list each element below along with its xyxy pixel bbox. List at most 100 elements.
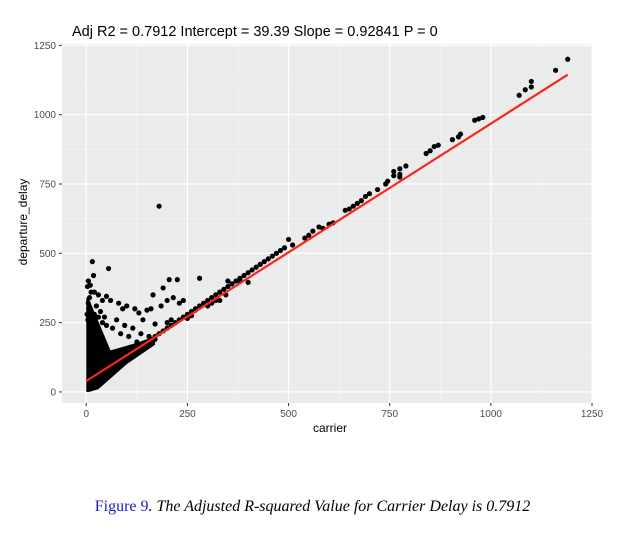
scatter-point bbox=[350, 203, 356, 209]
scatter-point bbox=[120, 306, 126, 312]
x-axis-title: carrier bbox=[313, 421, 347, 435]
scatter-point bbox=[427, 148, 433, 154]
scatter-point bbox=[164, 320, 170, 326]
scatter-point bbox=[95, 314, 102, 320]
scatter-point bbox=[552, 67, 559, 73]
scatter-point bbox=[257, 261, 263, 267]
caption-label: Figure 9 bbox=[94, 498, 149, 515]
scatter-point bbox=[225, 283, 231, 290]
y-tick-label: 1250 bbox=[34, 41, 57, 52]
scatter-point bbox=[302, 235, 308, 241]
scatter-point bbox=[166, 277, 172, 283]
figure-caption: Figure 9. The Adjusted R-squared Value f… bbox=[0, 498, 625, 516]
scatter-point bbox=[241, 272, 247, 279]
scatter-point bbox=[89, 259, 95, 265]
scatter-point bbox=[95, 292, 102, 298]
y-tick-label: 750 bbox=[39, 179, 56, 190]
scatter-point bbox=[217, 289, 223, 295]
scatter-point bbox=[391, 168, 397, 175]
scatter-point bbox=[455, 134, 462, 140]
scatter-point bbox=[346, 206, 352, 212]
scatter-point bbox=[472, 117, 478, 123]
scatter-point bbox=[105, 265, 112, 272]
scatter-point bbox=[358, 198, 364, 204]
scatter-point bbox=[213, 292, 219, 298]
scatter-point bbox=[245, 270, 251, 276]
scatter-point bbox=[158, 303, 164, 309]
scatter-point bbox=[221, 286, 227, 292]
scatter-point bbox=[160, 285, 166, 291]
dense-cluster bbox=[86, 297, 156, 392]
scatter-point bbox=[126, 333, 132, 340]
scatter-point bbox=[136, 310, 142, 316]
scatter-point bbox=[148, 306, 154, 312]
scatter-point bbox=[99, 320, 106, 326]
scatter-point bbox=[397, 166, 403, 172]
scatter-point bbox=[366, 191, 373, 197]
y-tick-label: 500 bbox=[39, 249, 56, 260]
scatter-point bbox=[249, 267, 255, 273]
scatter-point bbox=[152, 321, 158, 327]
scatter-point bbox=[196, 275, 203, 281]
scatter-point bbox=[168, 317, 174, 323]
scatter-point bbox=[138, 331, 144, 337]
scatter-point bbox=[285, 236, 292, 243]
scatter-point bbox=[265, 256, 271, 262]
scatter-point bbox=[130, 325, 136, 331]
scatter-point bbox=[132, 306, 138, 312]
scatter-point bbox=[176, 300, 182, 306]
scatter-point bbox=[229, 281, 235, 287]
scatter-point bbox=[528, 84, 534, 90]
grid-minor bbox=[62, 44, 592, 403]
scatter-point bbox=[269, 253, 275, 259]
y-tick-label: 250 bbox=[39, 318, 56, 329]
x-tick-label: 500 bbox=[280, 409, 297, 420]
scatter-point bbox=[225, 278, 231, 284]
scatter-point bbox=[316, 224, 322, 230]
scatter-point bbox=[261, 259, 267, 265]
regression-line bbox=[85, 73, 569, 382]
chart-title: Adj R2 = 0.7912 Intercept = 39.39 Slope … bbox=[72, 24, 438, 40]
scatter-point bbox=[528, 78, 534, 85]
scatter-point bbox=[383, 181, 389, 187]
y-tick-label: 1000 bbox=[34, 110, 57, 121]
scatter-point bbox=[103, 293, 110, 299]
scatter-point bbox=[431, 143, 437, 150]
y-axis-title: departure_delay bbox=[16, 179, 30, 266]
scatter-point bbox=[170, 295, 176, 301]
dense-cluster-area bbox=[86, 297, 156, 392]
scatter-point bbox=[209, 295, 215, 301]
scatter-point bbox=[516, 92, 522, 98]
scatter-point bbox=[144, 307, 150, 313]
scatter-point bbox=[107, 297, 114, 304]
x-axis-ticks: 0 250 500 750 1000 1250 bbox=[83, 403, 604, 420]
scatter-point bbox=[354, 200, 360, 207]
scatter-point bbox=[116, 300, 122, 306]
scatter-point bbox=[217, 297, 223, 304]
scatter-point bbox=[397, 174, 403, 180]
scatter-point bbox=[423, 150, 429, 157]
y-tick-label: 0 bbox=[50, 387, 56, 398]
scatter-point bbox=[164, 297, 170, 304]
x-tick-label: 1250 bbox=[581, 409, 604, 420]
scatter-point bbox=[103, 322, 110, 328]
scatter-point bbox=[403, 163, 409, 169]
scatter-point bbox=[146, 333, 152, 340]
scatter-point bbox=[306, 232, 312, 238]
scatter-point bbox=[362, 193, 369, 200]
scatter-point bbox=[281, 245, 288, 251]
scatter-point bbox=[480, 114, 486, 121]
x-tick-label: 250 bbox=[179, 409, 196, 420]
scatter-point bbox=[374, 186, 381, 193]
scatter-point bbox=[233, 278, 239, 284]
scatter-point bbox=[124, 303, 130, 309]
caption-text: . The Adjusted R-squared Value for Carri… bbox=[148, 498, 531, 515]
scatter-point bbox=[449, 137, 456, 143]
scatter-point bbox=[140, 317, 146, 323]
scatter-point bbox=[85, 278, 91, 284]
scatter-point bbox=[84, 283, 91, 290]
scatter-point bbox=[391, 173, 397, 179]
scatter-point bbox=[156, 203, 162, 209]
scatter-point bbox=[245, 279, 251, 286]
